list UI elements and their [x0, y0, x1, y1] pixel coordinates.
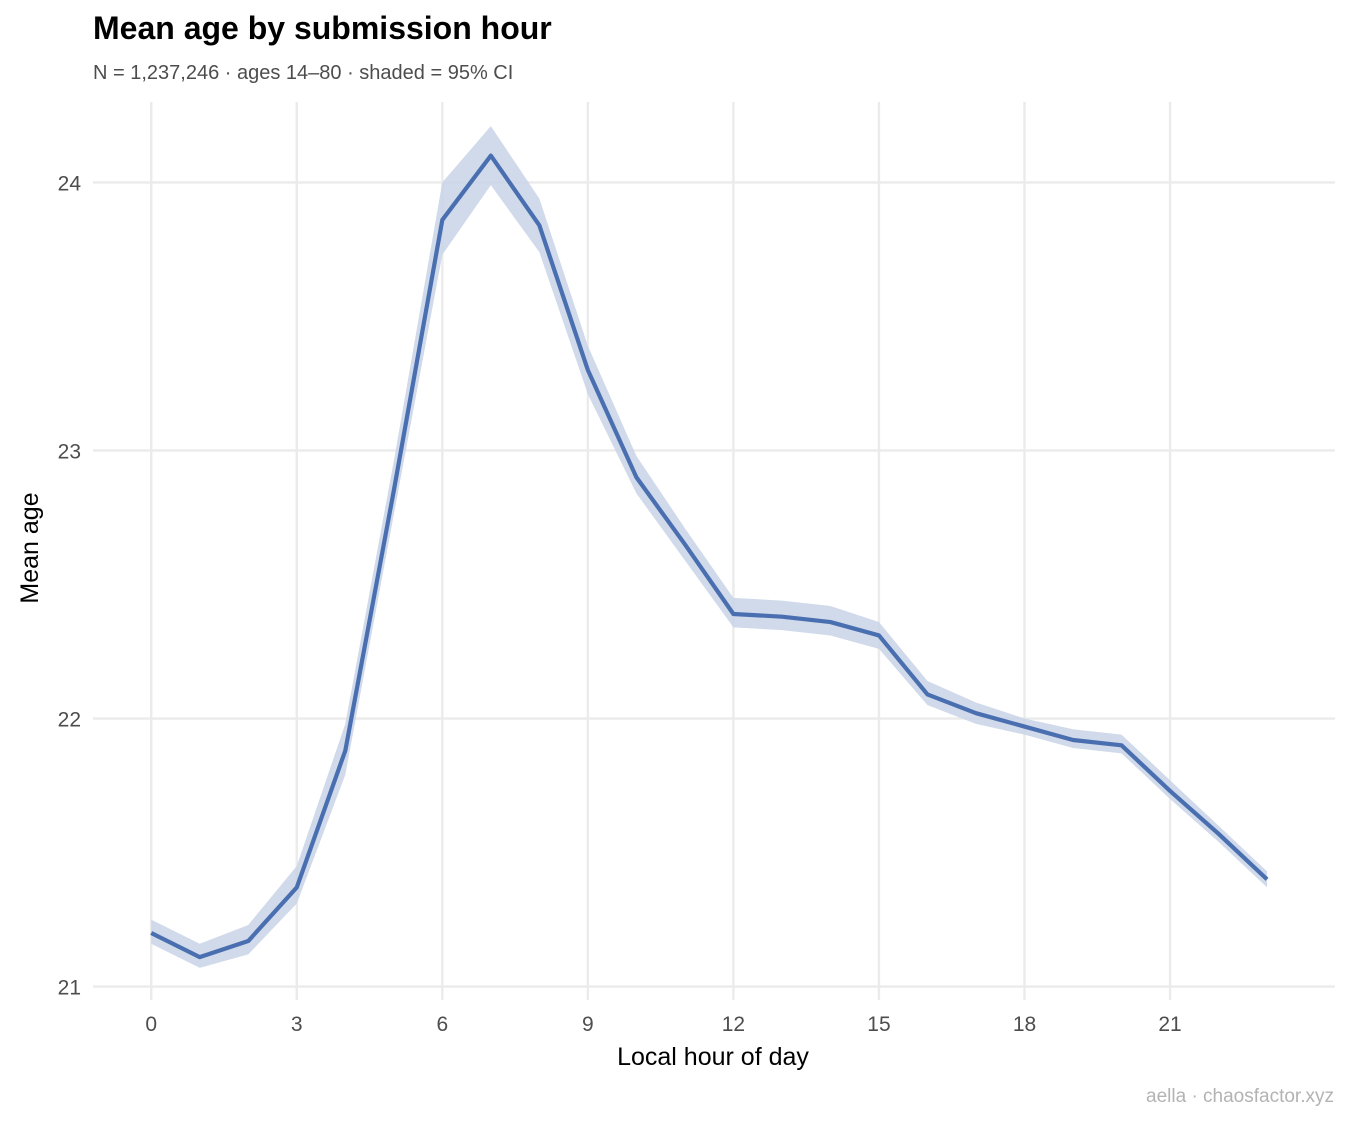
chart-title: Mean age by submission hour — [93, 10, 552, 46]
data-point — [392, 489, 396, 493]
mean-line — [150, 153, 1269, 960]
data-point — [683, 542, 687, 546]
x-tick-label: 6 — [436, 1013, 448, 1036]
series-line — [150, 153, 1269, 960]
x-tick-label: 21 — [1158, 1013, 1181, 1036]
data-point — [489, 154, 493, 158]
data-point — [877, 633, 881, 637]
x-tick-label: 3 — [291, 1013, 303, 1036]
x-axis-ticks: 0 3 6 9 12 15 18 21 — [145, 1013, 1181, 1036]
data-point — [1168, 789, 1172, 793]
data-point — [1217, 832, 1221, 836]
data-point — [634, 475, 638, 479]
data-point — [295, 885, 299, 889]
data-point — [1023, 725, 1027, 729]
x-tick-label: 18 — [1013, 1013, 1036, 1036]
data-point — [1265, 877, 1269, 881]
x-axis-title: Local hour of day — [617, 1043, 809, 1071]
x-tick-label: 0 — [145, 1013, 157, 1036]
y-axis-ticks: 21 22 23 24 — [58, 172, 82, 999]
data-point — [440, 218, 444, 222]
data-point — [537, 223, 541, 227]
y-tick-label: 22 — [58, 709, 81, 732]
grid-lines — [93, 102, 1335, 1000]
chart-subtitle: N = 1,237,246 · ages 14–80 · shaded = 95… — [93, 62, 514, 84]
x-tick-label: 15 — [867, 1013, 890, 1036]
y-axis-title: Mean age — [16, 492, 44, 603]
data-point — [974, 711, 978, 715]
data-point — [1071, 738, 1075, 742]
y-tick-label: 21 — [58, 977, 81, 1000]
y-tick-label: 23 — [58, 440, 81, 463]
ci-ribbon — [151, 126, 1268, 968]
y-tick-label: 24 — [58, 172, 82, 195]
caption: aella · chaosfactor.xyz — [1146, 1086, 1334, 1107]
data-point — [343, 749, 347, 753]
data-point — [246, 939, 250, 943]
data-point — [149, 931, 153, 935]
x-tick-label: 9 — [582, 1013, 594, 1036]
data-point — [925, 692, 929, 696]
data-point — [780, 615, 784, 619]
data-point — [198, 955, 202, 959]
x-tick-label: 12 — [722, 1013, 745, 1036]
data-point — [1120, 743, 1124, 747]
data-point — [828, 620, 832, 624]
data-point — [586, 368, 590, 372]
confidence-band — [151, 126, 1268, 968]
data-point — [731, 612, 735, 616]
